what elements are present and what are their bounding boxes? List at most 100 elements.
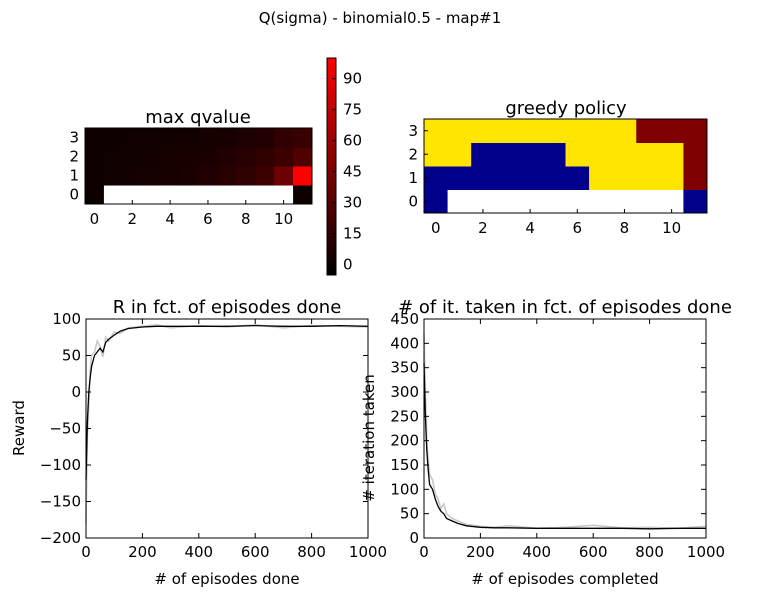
greedy-policy-cell: [471, 119, 496, 143]
iterations-title: # of it. taken in fct. of episodes done: [398, 297, 732, 318]
max-qvalue-cell: [293, 166, 313, 186]
greedy-policy-cell: [636, 119, 661, 143]
reward-xtick-label: 0: [81, 543, 91, 561]
max-qvalue-cell: [122, 185, 143, 205]
greedy-policy-cell: [589, 166, 614, 190]
max-qvalue-title: max qvalue: [145, 107, 251, 128]
max-qvalue-ytick-label: 2: [69, 148, 79, 166]
greedy-policy-cell: [541, 119, 566, 143]
max-qvalue-cell: [274, 185, 294, 205]
max-qvalue-cell: [179, 128, 199, 148]
max-qvalue-cell: [160, 147, 181, 167]
colorbar-ticks: 0 15 30 45 60 75 90: [332, 70, 362, 274]
max-qvalue-cell: [160, 166, 181, 186]
greedy-policy-cell: [612, 119, 637, 143]
max-qvalue-cell: [198, 147, 218, 167]
max-qvalue-cell: [198, 166, 218, 186]
iterations-ylabel: # iteration taken: [360, 374, 378, 501]
greedy-policy-ytick-label: 1: [408, 169, 418, 187]
max-qvalue-xtick-label: 8: [241, 210, 251, 228]
reward-ytick-label: −100: [40, 456, 81, 474]
greedy-policy-cell: [447, 189, 472, 214]
greedy-policy-cell: [494, 119, 519, 143]
iterations-ytick-label: 400: [390, 334, 419, 352]
greedy-policy-frame: [423, 118, 708, 214]
iterations-xtick-label: 200: [466, 543, 495, 561]
greedy-policy-cell: [565, 142, 590, 167]
greedy-policy-panel: greedy policy 0 2 4 6 8 10 0 1 2 3: [408, 98, 708, 237]
max-qvalue-cell: [103, 185, 124, 205]
greedy-policy-ytick-label: 2: [408, 145, 418, 163]
max-qvalue-cell: [85, 166, 105, 186]
iterations-ytick-label: 150: [390, 456, 419, 474]
reward-lines: [85, 323, 369, 524]
greedy-policy-cell: [424, 119, 449, 143]
greedy-policy-cell: [518, 119, 543, 143]
iterations-ytick-label: 450: [390, 310, 419, 328]
greedy-policy-cell: [565, 166, 590, 190]
max-qvalue-cell: [255, 166, 275, 186]
iterations-xlabel: # of episodes completed: [471, 570, 658, 588]
greedy-policy-cell: [659, 119, 684, 143]
reward-ytick-label: −200: [40, 529, 81, 547]
iterations-ytick-label: 350: [390, 359, 419, 377]
greedy-policy-cell: [589, 142, 614, 167]
iterations-series-line: [423, 362, 706, 530]
max-qvalue-cell: [160, 185, 181, 205]
iterations-xtick-label: 600: [579, 543, 608, 561]
max-qvalue-cell: [198, 128, 218, 148]
colorbar-tick-label: 60: [343, 132, 362, 150]
max-qvalue-cell: [217, 166, 237, 186]
reward-ytick-label: −150: [40, 493, 81, 511]
max-qvalue-cell: [236, 166, 256, 186]
greedy-policy-cell: [683, 166, 708, 190]
iterations-ytick-label: 250: [390, 407, 419, 425]
greedy-policy-cell: [659, 166, 684, 190]
iterations-lines: [423, 333, 707, 530]
max-qvalue-cells: [85, 128, 313, 205]
greedy-policy-cell: [494, 189, 519, 214]
reward-ytick-label: 50: [62, 347, 81, 365]
greedy-policy-xtick-label: 4: [525, 219, 535, 237]
max-qvalue-cell: [179, 166, 199, 186]
max-qvalue-cell: [122, 128, 143, 148]
greedy-policy-xtick-label: 0: [431, 219, 441, 237]
max-qvalue-cell: [293, 185, 313, 205]
colorbar-tick-label: 45: [343, 163, 362, 181]
max-qvalue-cell: [274, 128, 294, 148]
greedy-policy-cell: [612, 166, 637, 190]
colorbar-tick-label: 90: [343, 70, 362, 88]
max-qvalue-cell: [85, 128, 105, 148]
iterations-xtick-label: 800: [635, 543, 664, 561]
max-qvalue-xtick-label: 2: [128, 210, 138, 228]
iterations-series-line: [423, 333, 707, 530]
max-qvalue-ytick-label: 0: [69, 186, 79, 204]
max-qvalue-cell: [198, 185, 218, 205]
reward-series-line: [85, 323, 369, 524]
greedy-policy-cell: [494, 142, 519, 167]
max-qvalue-cell: [141, 166, 162, 186]
iterations-ytick-label: 200: [390, 432, 419, 450]
max-qvalue-xtick-label: 0: [90, 210, 100, 228]
figure-title: Q(sigma) - binomial0.5 - map#1: [259, 9, 502, 27]
greedy-policy-xtick-label: 2: [478, 219, 488, 237]
max-qvalue-cell: [141, 128, 162, 148]
greedy-policy-cell: [494, 166, 519, 190]
reward-xlabel: # of episodes done: [154, 570, 299, 588]
reward-ytick-label: 100: [52, 310, 81, 328]
colorbar-tick-label: 0: [343, 256, 353, 274]
reward-title: R in fct. of episodes done: [113, 297, 342, 318]
reward-xtick-label: 800: [297, 543, 326, 561]
iterations-panel: # of it. taken in fct. of episodes done …: [360, 297, 732, 588]
greedy-policy-xtick-label: 8: [620, 219, 630, 237]
max-qvalue-cell: [293, 128, 313, 148]
greedy-policy-cell: [447, 119, 472, 143]
max-qvalue-ytick-label: 3: [69, 129, 79, 147]
max-qvalue-cell: [122, 166, 143, 186]
iterations-ytick-label: 100: [390, 480, 419, 498]
max-qvalue-cell: [255, 128, 275, 148]
reward-panel: R in fct. of episodes done 0 200 400 600 800…: [10, 297, 387, 588]
greedy-policy-cell: [541, 166, 566, 190]
